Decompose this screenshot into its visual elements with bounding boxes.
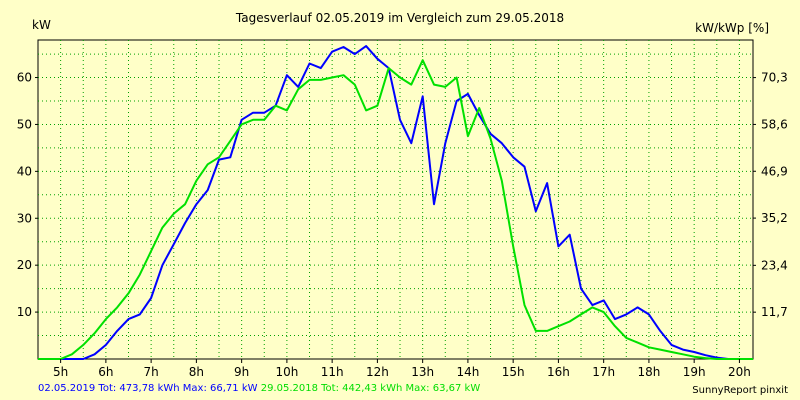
x-tick-label: 7h (144, 365, 159, 379)
legend-series-1: 02.05.2019 Tot: 473,78 kWh Max: 66,71 kW (38, 383, 258, 394)
x-tick-label: 9h (234, 365, 249, 379)
credit-text: SunnyReport pinxit (692, 385, 788, 396)
x-tick-label: 6h (98, 365, 113, 379)
x-tick-label: 15h (502, 365, 525, 379)
y-tick-label: 50 (17, 117, 32, 131)
chart-title: Tagesverlauf 02.05.2019 im Vergleich zum… (235, 11, 565, 25)
y-tick-label: 60 (17, 71, 32, 85)
x-tick-label: 19h (683, 365, 706, 379)
x-tick-label: 5h (53, 365, 68, 379)
x-tick-label: 14h (456, 365, 479, 379)
y-tick-label: 20 (17, 258, 32, 272)
legend: 02.05.2019 Tot: 473,78 kWh Max: 66,71 kW… (38, 383, 480, 394)
y2-tick-label: 23,4 (761, 258, 788, 272)
x-tick-label: 16h (547, 365, 570, 379)
x-tick-label: 12h (366, 365, 389, 379)
y-tick-label: 30 (17, 211, 32, 225)
plot-frame (37, 39, 754, 360)
legend-series-2: 29.05.2018 Tot: 442,43 kWh Max: 63,67 kW (260, 383, 481, 394)
x-tick-label: 18h (637, 365, 660, 379)
y2-tick-label: 35,2 (761, 211, 788, 225)
y-axis-label-left: kW (32, 18, 51, 32)
y2-tick-label: 11,7 (761, 305, 788, 319)
x-tick-label: 13h (411, 365, 434, 379)
x-tick-label: 11h (321, 365, 344, 379)
series-line-2 (38, 59, 753, 360)
y-tick-label: 40 (17, 164, 32, 178)
x-tick-label: 17h (592, 365, 615, 379)
x-tick-label: 20h (728, 365, 751, 379)
y2-tick-label: 58,6 (761, 117, 788, 131)
y2-tick-label: 70,3 (761, 71, 788, 85)
axis-layer: 5h 6h 7h 8h 9h 10h 11h 12h 13h 14h 15h 16h 17h 18h 19h… (17, 71, 788, 379)
y2-tick-label: 46,9 (761, 164, 788, 178)
x-tick-label: 10h (275, 365, 298, 379)
y-tick-label: 10 (17, 305, 32, 319)
x-tick-label: 8h (189, 365, 204, 379)
series-layer (38, 45, 753, 360)
y-axis-label-right: kW/kWp [%] (695, 21, 769, 35)
series-line-1 (38, 45, 753, 360)
